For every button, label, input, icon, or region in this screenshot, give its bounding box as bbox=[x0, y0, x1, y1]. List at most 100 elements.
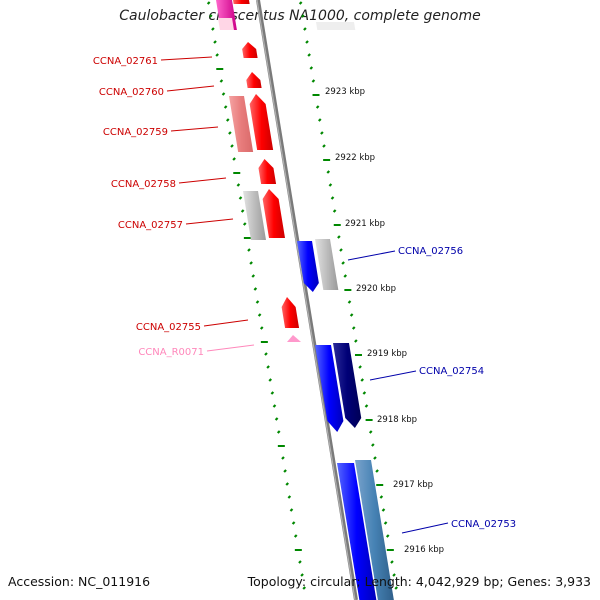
tick-mark bbox=[375, 469, 379, 473]
tick-mark bbox=[225, 118, 230, 122]
gene-label[interactable]: CCNA_02761 bbox=[93, 56, 158, 67]
tick-mark bbox=[392, 573, 396, 577]
tick-mark bbox=[272, 404, 277, 408]
gene-label[interactable]: CCNA_02757 bbox=[118, 220, 183, 231]
tick-mark bbox=[368, 430, 373, 434]
leader-line bbox=[206, 344, 255, 352]
tick-mark bbox=[373, 456, 377, 460]
tick-mark bbox=[268, 378, 273, 382]
tick-mark bbox=[208, 14, 213, 18]
tick-mark bbox=[349, 313, 354, 317]
tick-mark bbox=[266, 365, 270, 369]
tick-mark bbox=[247, 248, 251, 252]
tick-mark bbox=[298, 1, 303, 5]
map-title: Caulobacter crescentus NA1000, complete … bbox=[119, 8, 481, 24]
tick-mark bbox=[206, 1, 211, 5]
gene-arrow[interactable] bbox=[315, 345, 344, 432]
tick-mark bbox=[309, 66, 314, 70]
gene-label[interactable]: CCNA_02754 bbox=[419, 366, 484, 377]
tick-mark bbox=[302, 586, 306, 590]
gene-label[interactable]: CCNA_02759 bbox=[103, 127, 168, 138]
gene-arrow[interactable] bbox=[316, 22, 356, 30]
tick-mark bbox=[303, 27, 307, 31]
tick-mark bbox=[276, 430, 281, 434]
gene-arrow[interactable] bbox=[229, 96, 254, 152]
tick-label: 2923 kbp bbox=[325, 87, 365, 97]
tick-mark bbox=[341, 261, 345, 265]
tick-mark bbox=[362, 391, 367, 395]
genome-backbone bbox=[256, 0, 358, 600]
tick-mark bbox=[358, 365, 362, 369]
tick-mark bbox=[354, 339, 358, 343]
tick-mark bbox=[379, 495, 384, 499]
tick-mark bbox=[264, 352, 268, 356]
tick-mark bbox=[371, 443, 375, 447]
tick-mark bbox=[360, 378, 365, 382]
gene-arrow[interactable] bbox=[249, 94, 274, 150]
gene-arrow[interactable] bbox=[333, 343, 362, 428]
tick-label: 2920 kbp bbox=[356, 284, 396, 294]
tick-label: 2916 kbp bbox=[404, 545, 444, 555]
tick-mark bbox=[315, 105, 320, 109]
tick-mark bbox=[364, 404, 369, 408]
gene-label[interactable]: CCNA_02755 bbox=[136, 322, 201, 333]
tick-label: 2922 kbp bbox=[335, 153, 375, 163]
leader-line bbox=[166, 85, 215, 92]
tick-mark bbox=[328, 183, 333, 187]
tick-mark bbox=[330, 196, 335, 200]
leader-line bbox=[185, 218, 234, 225]
tick-mark bbox=[394, 586, 398, 590]
tick-label: 2917 kbp bbox=[393, 480, 433, 490]
gene-arrow[interactable] bbox=[218, 18, 234, 30]
tick-mark bbox=[240, 209, 245, 213]
tick-mark bbox=[332, 209, 337, 213]
gene-label[interactable]: CCNA_02760 bbox=[99, 87, 164, 98]
rna-arrow[interactable] bbox=[287, 335, 301, 342]
tick-mark bbox=[298, 560, 302, 564]
tick-mark bbox=[300, 14, 305, 18]
tick-mark bbox=[219, 79, 224, 83]
tick-mark bbox=[213, 40, 217, 44]
tick-mark bbox=[383, 521, 388, 525]
gene-label[interactable]: CCNA_02756 bbox=[398, 246, 463, 257]
gene-arrow[interactable] bbox=[297, 241, 319, 292]
gene-arrow[interactable] bbox=[242, 42, 258, 58]
leader-line bbox=[160, 56, 213, 61]
tick-mark bbox=[305, 40, 309, 44]
gene-arrow[interactable] bbox=[258, 159, 277, 184]
gene-arrow[interactable] bbox=[243, 191, 267, 240]
tick-mark bbox=[337, 235, 341, 239]
tick-mark bbox=[259, 326, 264, 330]
outer-tick-track bbox=[298, 1, 398, 590]
tick-mark bbox=[274, 417, 279, 421]
tick-label: 2921 kbp bbox=[345, 219, 385, 229]
gene-arrow[interactable] bbox=[281, 297, 300, 328]
tick-mark bbox=[381, 508, 386, 512]
tick-mark bbox=[291, 521, 296, 525]
gene-arrow[interactable] bbox=[355, 460, 394, 600]
gene-arrow[interactable] bbox=[337, 463, 377, 600]
tick-mark bbox=[281, 456, 285, 460]
gene-arrow[interactable] bbox=[233, 0, 250, 4]
tick-mark bbox=[285, 482, 289, 486]
gene-arrow[interactable] bbox=[262, 189, 286, 238]
gene-label[interactable]: CCNA_02758 bbox=[111, 179, 176, 190]
gene-arrow[interactable] bbox=[246, 72, 262, 88]
tick-mark bbox=[311, 79, 316, 83]
gene-arrow[interactable] bbox=[315, 239, 339, 290]
tick-label: 2918 kbp bbox=[377, 415, 417, 425]
tick-mark bbox=[320, 131, 324, 135]
gene-label[interactable]: CCNA_02753 bbox=[451, 519, 516, 530]
tick-mark bbox=[322, 144, 326, 148]
tick-mark bbox=[289, 508, 294, 512]
tick-mark bbox=[385, 534, 390, 538]
tick-mark bbox=[223, 105, 228, 109]
tick-label: 2919 kbp bbox=[367, 349, 407, 359]
tick-mark bbox=[251, 274, 256, 278]
tick-mark bbox=[339, 248, 343, 252]
leader-line bbox=[347, 250, 396, 261]
tick-mark bbox=[211, 27, 215, 31]
tick-mark bbox=[283, 469, 287, 473]
gene-label[interactable]: CCNA_R0071 bbox=[138, 347, 204, 358]
tick-mark bbox=[293, 534, 298, 538]
